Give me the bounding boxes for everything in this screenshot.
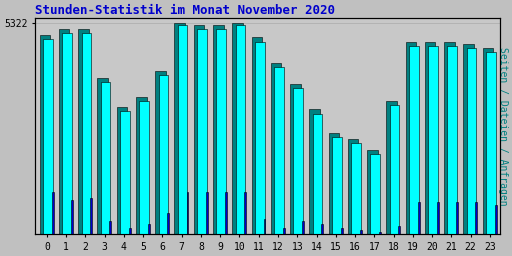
Bar [495,205,497,234]
Bar [463,44,474,234]
Bar [271,63,282,234]
Y-axis label: Seiten / Dateien / Anfragen: Seiten / Dateien / Anfragen [498,47,508,206]
Bar [148,223,150,234]
Bar [290,84,301,234]
Bar [159,76,168,234]
Bar [313,114,322,234]
Bar [309,109,320,234]
Bar [136,97,146,234]
Bar [437,202,439,234]
Bar [155,71,166,234]
Bar [244,192,246,234]
Bar [90,198,92,234]
Bar [186,192,188,234]
Bar [62,33,72,234]
Bar [129,228,131,234]
Bar [367,150,378,234]
Bar [194,25,204,234]
Bar [409,46,419,234]
Bar [251,37,262,234]
Bar [255,42,265,234]
Bar [340,228,343,234]
Bar [283,228,285,234]
Bar [348,139,358,234]
Bar [117,107,127,234]
Bar [206,192,208,234]
Bar [197,29,207,234]
Bar [322,223,323,234]
Bar [52,192,54,234]
Bar [476,202,477,234]
Bar [81,33,91,234]
Bar [232,23,243,234]
Bar [329,133,339,234]
Bar [59,29,70,234]
Bar [175,23,185,234]
Bar [379,232,381,234]
Bar [332,137,342,234]
Bar [456,202,458,234]
Bar [390,105,399,234]
Bar [406,42,416,234]
Bar [225,192,227,234]
Bar [486,52,496,234]
Bar [264,219,266,234]
Bar [428,46,438,234]
Bar [360,230,362,234]
Bar [120,111,130,234]
Bar [110,221,112,234]
Bar [213,25,224,234]
Bar [178,25,187,234]
Bar [398,226,400,234]
Bar [418,202,419,234]
Bar [43,39,53,234]
Bar [447,46,457,234]
Bar [71,200,73,234]
Bar [387,101,397,234]
Bar [217,29,226,234]
Bar [78,29,89,234]
Text: Stunden-Statistik im Monat November 2020: Stunden-Statistik im Monat November 2020 [35,4,335,17]
Bar [483,48,493,234]
Bar [236,25,245,234]
Bar [351,143,361,234]
Bar [39,35,50,234]
Bar [167,213,169,234]
Bar [371,154,380,234]
Bar [425,42,436,234]
Bar [467,48,476,234]
Bar [293,88,303,234]
Bar [302,221,304,234]
Bar [97,78,108,234]
Bar [444,42,455,234]
Bar [274,67,284,234]
Bar [101,82,111,234]
Bar [139,101,149,234]
